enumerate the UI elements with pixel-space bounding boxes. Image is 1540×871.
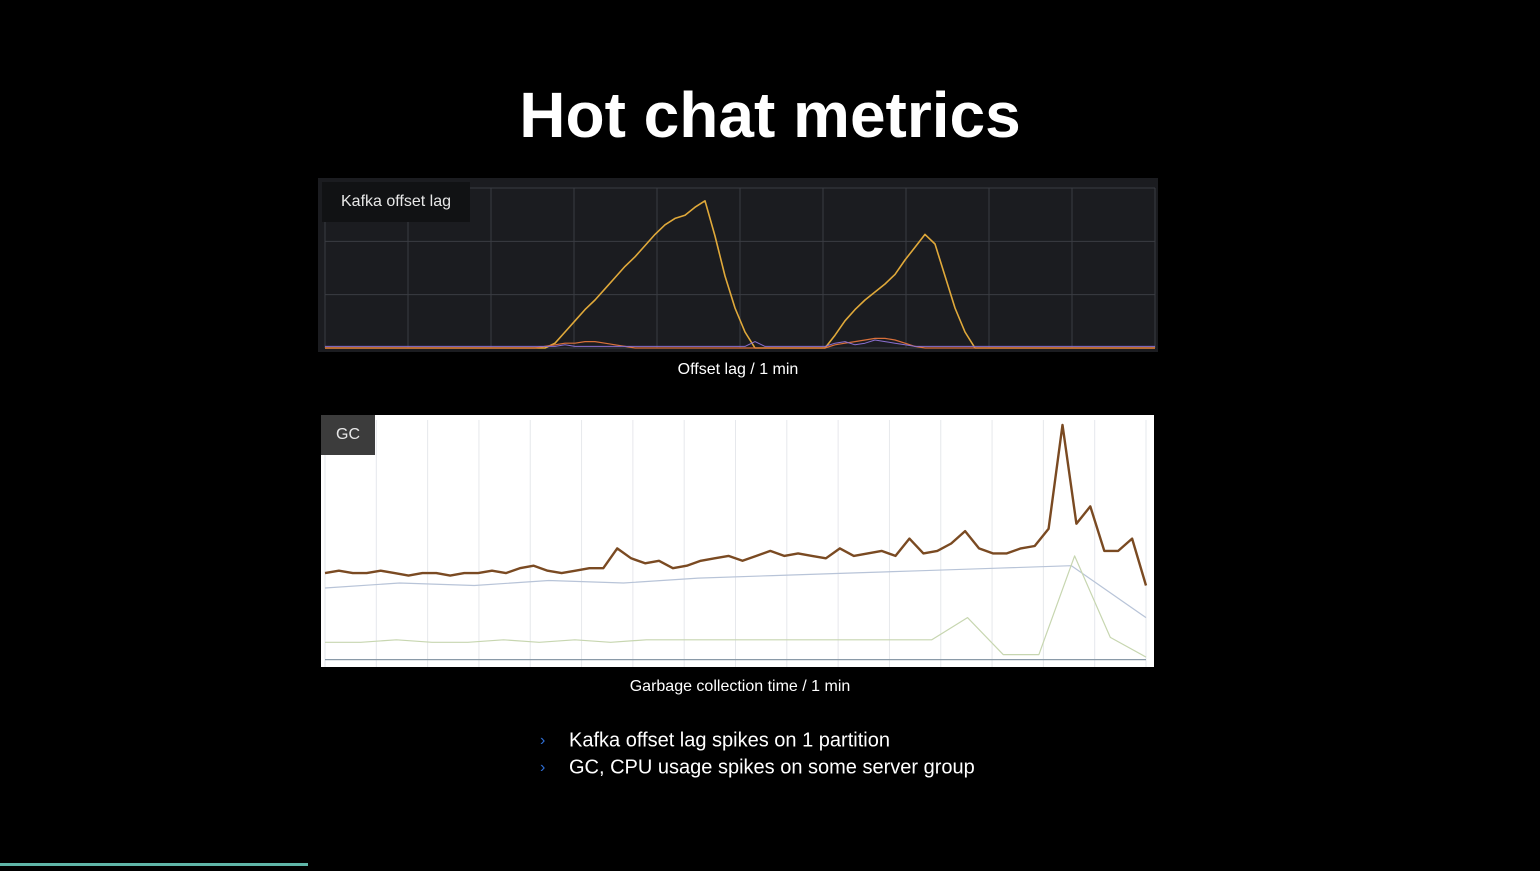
chart-label: Kafka offset lag	[341, 193, 451, 210]
chart-panel	[321, 415, 1154, 667]
bullet-text: GC, CPU usage spikes on some server grou…	[569, 756, 975, 778]
chart-label-box	[321, 415, 375, 455]
chart-caption: Garbage collection time / 1 min	[630, 678, 851, 695]
series-line	[324, 423, 1148, 586]
series-line	[325, 339, 1155, 347]
series-line	[325, 555, 1147, 658]
progress-bar	[0, 863, 308, 866]
series-line	[325, 337, 1155, 349]
bullet-text: Kafka offset lag spikes on 1 partition	[569, 729, 890, 751]
chart-caption: Offset lag / 1 min	[678, 361, 799, 378]
title: Hot chat metrics	[519, 79, 1020, 151]
series-line	[324, 565, 1147, 619]
bullet-marker: ›	[540, 759, 545, 776]
chart-label-box	[322, 182, 470, 222]
chart-label: GC	[336, 426, 360, 443]
bullet-marker: ›	[540, 732, 545, 749]
